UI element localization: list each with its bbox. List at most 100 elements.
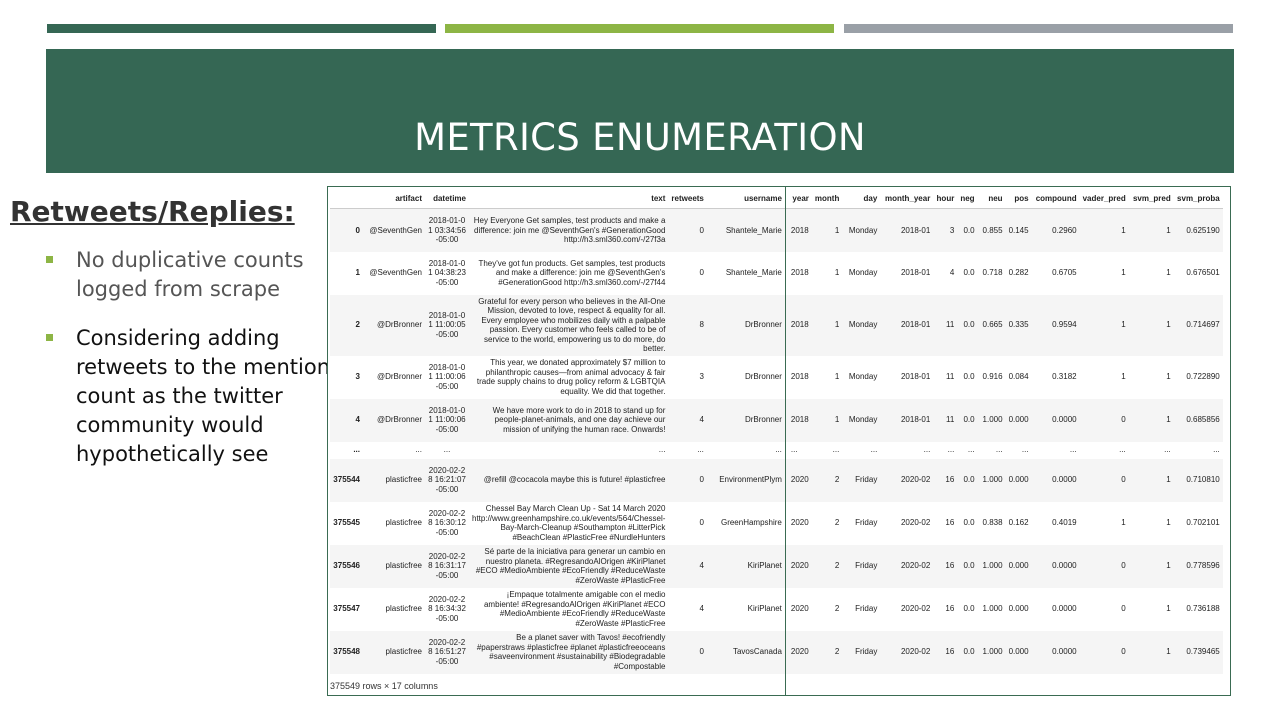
table-cell: @DrBronner [376, 372, 422, 382]
table-cell: Be a planet saver with Tavos! #ecofriend… [469, 630, 669, 674]
column-header: pos [1005, 189, 1032, 209]
table-cell: 16 [945, 518, 955, 528]
table-cell: 0 [1079, 544, 1129, 588]
table-cell: @SeventhGen [363, 208, 425, 252]
table-cell: ... [1213, 445, 1220, 455]
column-header: retweets [668, 189, 707, 209]
table-cell: ... [995, 445, 1003, 455]
table-cell: 0.718 [982, 268, 1003, 278]
table-cell: 0.676501 [1186, 268, 1220, 278]
column-header [330, 189, 363, 209]
table-cell: 2018-01-01 11:00:06-05:00 [425, 398, 469, 442]
column-header: compound [1031, 189, 1080, 209]
table-header-row: artifact datetime text retweets username year… [330, 189, 1223, 209]
table-cell: 0.2960 [1031, 208, 1080, 252]
table-cell: 2018-01-01 03:34:56-05:00 [425, 208, 469, 252]
column-header: neg [957, 189, 978, 209]
table-cell: 0.0 [963, 372, 975, 382]
column-header: svm_pred [1128, 189, 1174, 209]
table-cell: Monday [848, 372, 878, 382]
table-cell: They've got fun products. Get samples, t… [478, 258, 666, 287]
accent-bar-gray [844, 24, 1233, 33]
table-cell: 2020-02 [880, 458, 934, 502]
bullet-text: No duplicative counts logged from scrape [76, 248, 304, 301]
table-cell: ... [415, 445, 422, 455]
table-cell: 0 [1079, 458, 1129, 502]
table-cell: 1 [1079, 208, 1129, 252]
table-cell: 1 [355, 268, 360, 278]
table-cell: 0.0 [957, 398, 978, 442]
table-row: 375545 plasticfree 2020-02-28 16:30:12-05:… [330, 502, 1223, 545]
table-cell: 2 [330, 294, 363, 356]
table-cell: Monday [848, 268, 878, 278]
table-cell: 16 [933, 458, 958, 502]
table-cell: TavosCanada [706, 630, 785, 674]
table-cell: 4 [330, 398, 363, 442]
table-cell: 3 [933, 208, 958, 252]
table-cell: 1 [811, 294, 843, 356]
table-cell: Monday [842, 294, 881, 356]
table-cell: 0.4019 [1052, 518, 1077, 528]
table-cell: 0.714697 [1173, 294, 1223, 356]
table-cell: 2018-01 [880, 208, 934, 252]
column-header: username [706, 189, 785, 209]
table-cell: 375548 [330, 630, 363, 674]
table-cell: DrBronner [744, 372, 782, 382]
dataframe-screenshot: artifact datetime text retweets username year… [327, 186, 1231, 696]
table-cell: 0.625190 [1173, 208, 1223, 252]
table-cell: 11 [933, 294, 958, 356]
table-cell: ... [923, 445, 931, 455]
table-cell: 2020-02-28 16:21:07-05:00 [425, 458, 469, 502]
table-cell: 1 [1128, 294, 1174, 356]
table-row: 3 @DrBronner 2018-01-01 11:00:06-05:00 This… [330, 356, 1223, 399]
table-cell: ... [658, 445, 666, 455]
column-header: month [811, 189, 843, 209]
table-cell: 4 [668, 544, 707, 588]
table-cell: ... [697, 445, 704, 455]
table-cell: 2018-01-01 11:00:05-05:00 [425, 294, 469, 356]
square-bullet-icon [46, 256, 53, 263]
table-cell: 0 [330, 208, 363, 252]
table-cell: 1.000 [977, 630, 1006, 674]
table-cell: 8 [668, 294, 707, 356]
table-cell: 0.685856 [1173, 398, 1223, 442]
table-cell: 1 [1121, 518, 1126, 528]
table-cell: ... [1119, 445, 1126, 455]
dataframe-table: artifact datetime text retweets username year… [330, 189, 1223, 674]
table-cell: 2018-01 [900, 372, 931, 382]
table-cell: 16 [945, 604, 955, 614]
table-cell: 1 [1128, 630, 1174, 674]
table-cell: Monday [842, 208, 881, 252]
table-cell: 2020-02-28 16:30:12-05:00 [428, 508, 466, 537]
dataframe-footer: 375549 rows × 17 columns [330, 681, 438, 691]
table-cell: 3 [699, 372, 704, 382]
table-row: 2 @DrBronner 2018-01-01 11:00:05-05:00 Grat… [330, 294, 1223, 356]
table-cell: 1 [1128, 208, 1174, 252]
table-cell: 0.0000 [1031, 544, 1080, 588]
table-cell: @DrBronner [363, 398, 425, 442]
table-cell: 0.000 [1008, 604, 1029, 614]
table-cell: 16 [933, 544, 958, 588]
table-cell: 1 [834, 372, 840, 382]
table-cell: 2018 [784, 208, 812, 252]
table-cell: ... [1164, 445, 1171, 455]
table-cell: 0.0 [957, 630, 978, 674]
table-cell: 1 [1121, 268, 1126, 278]
table-cell: @DrBronner [363, 294, 425, 356]
table-cell: 375547 [333, 604, 360, 614]
table-cell: 0.0 [957, 458, 978, 502]
table-cell: Friday [855, 518, 878, 528]
table-cell: 0.0 [957, 208, 978, 252]
table-cell: 2020 [790, 518, 809, 528]
table-cell: 1.000 [982, 604, 1003, 614]
table-cell: Sé parte de la iniciativa para generar u… [469, 544, 669, 588]
column-header: year [784, 189, 812, 209]
table-cell: @SeventhGen [369, 268, 422, 278]
table-cell: 0.778596 [1173, 544, 1223, 588]
accent-bar-light-green [445, 24, 834, 33]
table-cell: 2018-01-01 11:00:06-05:00 [428, 362, 466, 391]
table-cell: 0 [668, 458, 707, 502]
table-cell: 0.0000 [1031, 458, 1080, 502]
table-row: ........................................… [330, 442, 1223, 459]
table-cell: 1 [1079, 294, 1129, 356]
